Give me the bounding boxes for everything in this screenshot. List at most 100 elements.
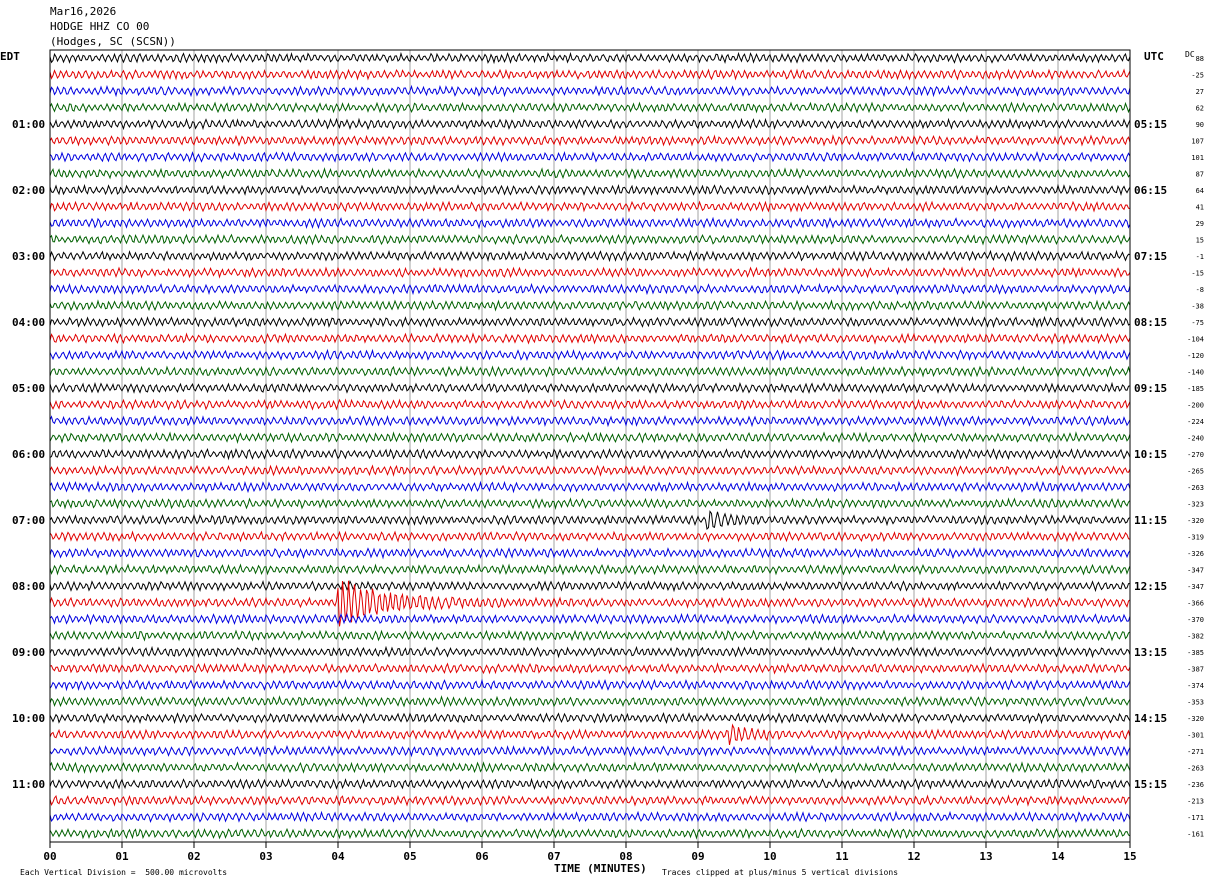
dc-offset-value: -236 bbox=[1187, 781, 1204, 789]
trace-row bbox=[49, 183, 1131, 196]
trace-row bbox=[49, 134, 1131, 147]
trace-row bbox=[49, 563, 1131, 576]
x-tick-label: 10 bbox=[763, 850, 776, 863]
x-tick-label: 02 bbox=[187, 850, 200, 863]
x-tick-label: 14 bbox=[1051, 850, 1065, 863]
dc-offset-value: -75 bbox=[1191, 319, 1204, 327]
dc-header-label: DC bbox=[1185, 50, 1195, 59]
dc-offset-value: -15 bbox=[1191, 270, 1204, 278]
left-hour-label: 02:00 bbox=[12, 184, 45, 197]
trace-row bbox=[49, 249, 1131, 263]
dc-offset-value: -347 bbox=[1187, 567, 1204, 575]
dc-offset-value: 90 bbox=[1196, 121, 1204, 129]
dc-offset-value: -38 bbox=[1191, 303, 1204, 311]
dc-offset-value: -120 bbox=[1187, 352, 1204, 360]
dc-offset-value: 15 bbox=[1196, 237, 1204, 245]
left-hour-label: 09:00 bbox=[12, 646, 45, 659]
x-tick-label: 00 bbox=[43, 850, 56, 863]
dc-offset-value: -265 bbox=[1187, 468, 1204, 476]
dc-offset-value: 62 bbox=[1196, 105, 1204, 113]
dc-offset-value: -8 bbox=[1196, 286, 1204, 294]
x-tick-label: 01 bbox=[115, 850, 129, 863]
dc-offset-value: 87 bbox=[1196, 171, 1204, 179]
dc-offset-value: -140 bbox=[1187, 369, 1204, 377]
dc-offset-value: -270 bbox=[1187, 451, 1204, 459]
dc-offset-value: -1 bbox=[1196, 253, 1204, 261]
left-hour-label: 06:00 bbox=[12, 448, 45, 461]
trace-row bbox=[49, 51, 1131, 65]
trace-row bbox=[49, 497, 1131, 510]
trace-row bbox=[49, 365, 1131, 378]
right-hour-label: 15:15 bbox=[1134, 778, 1167, 791]
left-hour-label: 11:00 bbox=[12, 778, 45, 791]
left-time-labels: 01:00 02:00 03:00 04:00 05:00 06:00 07:00 08:00… bbox=[12, 118, 45, 791]
right-hour-label: 12:15 bbox=[1134, 580, 1167, 593]
trace-row bbox=[49, 723, 1131, 745]
clip-note: Traces clipped at plus/minus 5 vertical … bbox=[662, 868, 899, 877]
right-timezone-label: UTC bbox=[1144, 50, 1164, 63]
x-tick-label: 12 bbox=[907, 850, 920, 863]
trace-row bbox=[49, 794, 1131, 807]
trace-row bbox=[49, 315, 1131, 329]
x-tick-label: 11 bbox=[835, 850, 849, 863]
trace-row bbox=[49, 431, 1131, 444]
trace-row bbox=[49, 744, 1131, 758]
trace-row bbox=[49, 381, 1131, 395]
x-axis-label: TIME (MINUTES) bbox=[554, 862, 647, 875]
seismic-traces bbox=[49, 51, 1131, 840]
trace-row bbox=[49, 167, 1131, 180]
x-tick-label: 09 bbox=[691, 850, 704, 863]
header-date: Mar16,2026 bbox=[50, 5, 117, 18]
trace-row bbox=[49, 299, 1131, 312]
x-tick-label: 13 bbox=[979, 850, 992, 863]
dc-offset-value: -320 bbox=[1187, 715, 1204, 723]
dc-offset-value: 64 bbox=[1196, 187, 1204, 195]
left-hour-label: 05:00 bbox=[12, 382, 45, 395]
minute-gridlines bbox=[121, 50, 1059, 842]
x-tick-label: 03 bbox=[259, 850, 272, 863]
trace-row bbox=[49, 464, 1131, 477]
dc-offset-value: -301 bbox=[1187, 732, 1204, 740]
dc-offset-value: -213 bbox=[1187, 798, 1204, 806]
dc-offset-value: -387 bbox=[1187, 666, 1204, 674]
trace-row bbox=[49, 480, 1131, 494]
trace-row bbox=[49, 579, 1130, 593]
trace-row bbox=[49, 645, 1131, 659]
dc-offset-value: -385 bbox=[1187, 649, 1204, 657]
trace-row bbox=[49, 282, 1131, 296]
trace-row bbox=[49, 447, 1131, 461]
dc-offset-value: -240 bbox=[1187, 435, 1204, 443]
left-hour-label: 03:00 bbox=[12, 250, 45, 263]
trace-row bbox=[49, 233, 1131, 246]
trace-row bbox=[49, 629, 1131, 642]
dc-offset-value: 101 bbox=[1191, 154, 1204, 162]
dc-offset-value: -271 bbox=[1187, 748, 1204, 756]
header-location: (Hodges, SC (SCSN)) bbox=[50, 35, 176, 48]
left-hour-label: 08:00 bbox=[12, 580, 45, 593]
x-tick-label: 05 bbox=[403, 850, 416, 863]
x-tick-label: 04 bbox=[331, 850, 345, 863]
x-tick-label: 15 bbox=[1123, 850, 1136, 863]
dc-offset-labels: 88 -25 27 62 90 107 101 87 64 41 29 15 -1 -15 -8 -38 -75… bbox=[1187, 55, 1204, 839]
trace-row bbox=[49, 530, 1131, 543]
trace-row bbox=[49, 612, 1131, 626]
right-hour-label: 14:15 bbox=[1134, 712, 1167, 725]
trace-row bbox=[49, 332, 1131, 345]
left-hour-label: 01:00 bbox=[12, 118, 45, 131]
right-hour-label: 06:15 bbox=[1134, 184, 1167, 197]
trace-row bbox=[49, 810, 1131, 824]
right-hour-label: 11:15 bbox=[1134, 514, 1167, 527]
trace-row bbox=[49, 414, 1131, 428]
dc-offset-value: -185 bbox=[1187, 385, 1204, 393]
dc-offset-value: 29 bbox=[1196, 220, 1204, 228]
dc-offset-value: -374 bbox=[1187, 682, 1204, 690]
dc-offset-value: 27 bbox=[1196, 88, 1204, 96]
scale-note: Each Vertical Division = 500.00 microvol… bbox=[20, 868, 228, 877]
trace-row bbox=[49, 117, 1131, 131]
left-hour-label: 07:00 bbox=[12, 514, 45, 527]
trace-row bbox=[49, 68, 1131, 81]
trace-row bbox=[49, 827, 1131, 840]
dc-offset-value: -104 bbox=[1187, 336, 1204, 344]
trace-row bbox=[49, 150, 1131, 163]
trace-row bbox=[49, 266, 1131, 279]
